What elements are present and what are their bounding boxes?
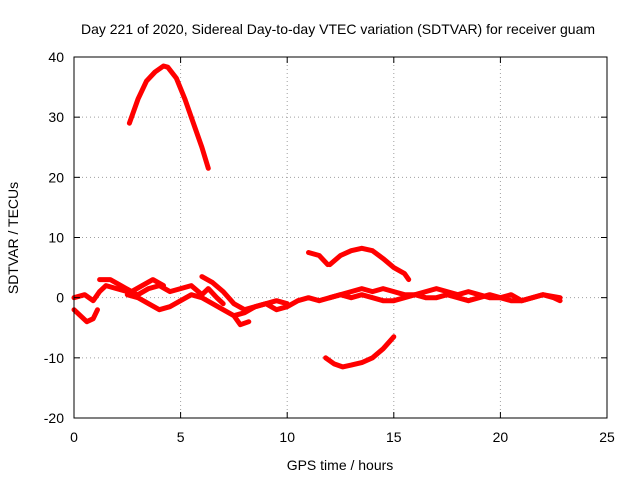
axes-layer [73, 56, 608, 419]
x-tick-label: 25 [599, 429, 615, 445]
series-arc-b [306, 250, 331, 268]
x-tick-label: 0 [70, 429, 78, 445]
x-tick-label: 10 [279, 429, 295, 445]
chart-title: Day 221 of 2020, Sidereal Day-to-day VTE… [81, 21, 595, 37]
x-tick-label: 5 [177, 429, 185, 445]
series-arc-j [327, 286, 563, 304]
series-arc-e [71, 283, 226, 307]
y-tick-label: 0 [56, 290, 64, 306]
y-tick-label: 10 [48, 230, 64, 246]
x-tick-label: 15 [386, 429, 402, 445]
series-arc-k [231, 298, 290, 319]
x-tick-label: 20 [493, 429, 509, 445]
y-tick-label: -20 [44, 410, 64, 426]
x-axis-label: GPS time / hours [287, 457, 394, 473]
y-tick-label: 30 [48, 109, 64, 125]
series-layer [71, 63, 563, 370]
series-arc-a [126, 63, 211, 171]
y-tick-label: 20 [48, 169, 64, 185]
series-arc-c [327, 245, 412, 283]
y-axis-label: SDTVAR / TECUs [5, 182, 21, 294]
y-tick-label: -10 [44, 350, 64, 366]
y-tick-label: 40 [48, 49, 64, 65]
plot-frame [73, 56, 608, 419]
series-arc-f [97, 277, 166, 295]
tick-labels-layer: 0 5 10 15 20 25 -20 -10 0 10 20 30 40 [44, 49, 615, 445]
series-arc-g [71, 307, 100, 325]
series-arc-d [323, 334, 397, 370]
